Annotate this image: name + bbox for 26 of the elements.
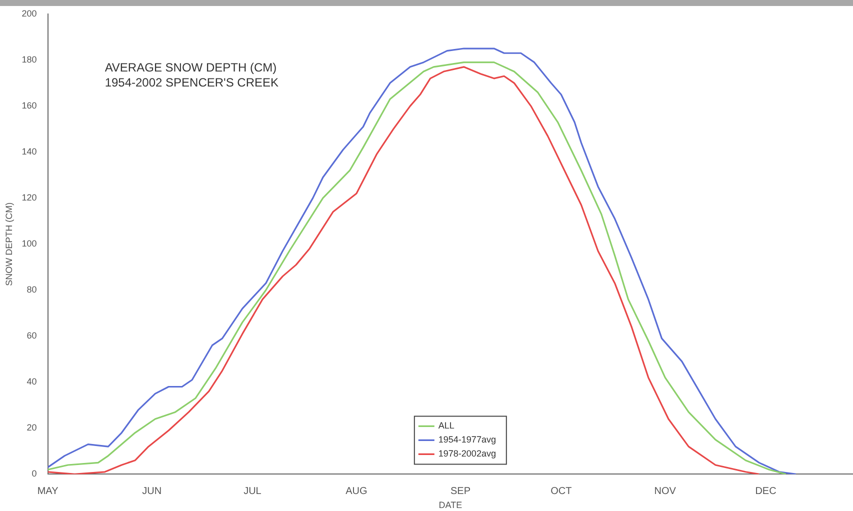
x-tick-label: NOV [654, 486, 676, 497]
y-tick-label: 100 [22, 238, 37, 249]
y-tick-label: 0 [32, 468, 37, 479]
y-tick-label: 160 [22, 100, 37, 111]
text: AVERAGE SNOW DEPTH (CM) [104, 60, 277, 74]
y-tick-label: 40 [26, 376, 37, 387]
x-tick-label: MAY [37, 486, 59, 497]
text: 1954-2002 SPENCER'S CREEK [104, 75, 279, 90]
y-tick-label: 20 [26, 422, 37, 433]
x-axis-title: DATE [438, 500, 462, 510]
y-tick-label: 140 [22, 146, 37, 157]
x-tick-label: DEC [755, 486, 776, 497]
y-tick-label: 60 [26, 330, 37, 341]
y-tick-label: 80 [26, 284, 37, 295]
y-tick-label: 120 [22, 192, 37, 203]
y-tick-label: 200 [22, 8, 37, 18]
y-axis-title: SNOW DEPTH (CM) [4, 202, 14, 286]
x-tick-label: OCT [550, 486, 572, 497]
legend-label: 1954-1977avg [438, 434, 496, 445]
legend-label: 1978-2002avg [438, 448, 496, 459]
x-tick-label: SEP [450, 486, 471, 497]
y-tick-label: 180 [22, 54, 37, 65]
legend-label: ALL [438, 420, 454, 431]
x-tick-label: JUL [244, 486, 262, 497]
x-tick-label: AUG [346, 486, 368, 497]
x-tick-label: JUN [142, 486, 162, 497]
